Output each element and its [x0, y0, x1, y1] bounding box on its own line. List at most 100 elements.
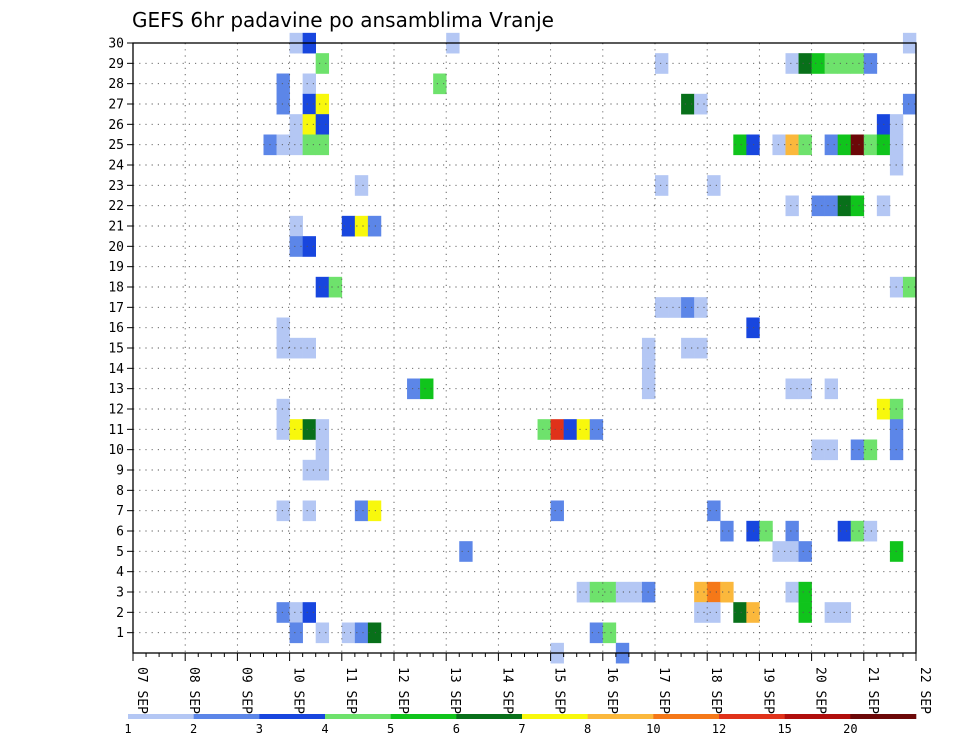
- heatmap-cell: [315, 459, 330, 481]
- heatmap-cell: [863, 520, 878, 542]
- colorbar-segment: [456, 714, 523, 719]
- y-tick-label: 10: [108, 443, 124, 458]
- colorbar-segment: [259, 714, 326, 719]
- heatmap-cell: [824, 439, 838, 461]
- heatmap-cell: [615, 581, 630, 603]
- colorbar-label: 12: [712, 722, 726, 736]
- x-tick-label: 13 SEP: [447, 667, 462, 714]
- heatmap-cell: [902, 93, 917, 115]
- heatmap-cell: [694, 297, 708, 318]
- heatmap-cell: [276, 398, 290, 420]
- y-tick-label: 2: [116, 606, 124, 621]
- x-axis: 07 SEP 08 SEP 09 SEP 10 SEP 11 SEP 12 SEP 13 S…: [132, 653, 932, 714]
- heatmap-cell: [681, 337, 695, 359]
- heatmap-cell: [772, 134, 786, 156]
- heatmap-cell: [785, 378, 799, 400]
- y-tick-label: 22: [108, 199, 124, 214]
- heatmap-cell: [837, 53, 852, 74]
- heatmap-cell: [668, 297, 682, 318]
- y-tick-label: 25: [108, 138, 124, 153]
- heatmap-cell: [315, 622, 330, 644]
- colorbar-label: 8: [584, 722, 591, 736]
- heatmap-cell: [798, 378, 812, 400]
- heatmap-cell: [302, 419, 316, 440]
- heatmap-cell: [537, 419, 551, 440]
- heatmap-cell: [315, 93, 330, 115]
- heatmap-cell: [681, 93, 695, 115]
- heatmap-cell: [315, 276, 330, 298]
- heatmap-cell: [576, 419, 591, 440]
- heatmap-cell: [550, 419, 564, 440]
- heatmap-cell: [315, 53, 330, 74]
- colorbar-segment: [325, 714, 391, 719]
- heatmap-cell: [824, 53, 838, 74]
- heatmap-cell: [733, 134, 747, 156]
- heatmap-cell: [289, 602, 303, 623]
- heatmap-cell: [589, 622, 604, 644]
- heatmap-cell: [694, 581, 708, 603]
- heatmap-cell: [302, 236, 316, 257]
- heatmap-cell: [576, 581, 591, 603]
- y-tick-label: 23: [108, 179, 124, 194]
- heatmap-cell: [276, 93, 290, 115]
- heatmap-cell: [824, 378, 838, 400]
- colorbar-label: 5: [387, 722, 394, 736]
- heatmap-cell: [315, 134, 330, 156]
- x-tick-label: 21 SEP: [865, 667, 880, 714]
- heatmap-cell: [798, 134, 812, 156]
- y-tick-label: 27: [108, 98, 124, 113]
- heatmap-cell: [459, 541, 473, 562]
- colorbar-segment: [653, 714, 720, 719]
- heatmap-cell: [824, 195, 838, 217]
- y-tick-label: 9: [116, 464, 124, 479]
- x-tick-label: 20 SEP: [813, 667, 828, 714]
- heatmap-cell: [824, 602, 838, 623]
- heatmap-cell: [655, 297, 669, 318]
- heatmap-cell: [367, 215, 382, 237]
- heatmap-cell: [811, 53, 825, 74]
- heatmap-cell: [289, 419, 303, 440]
- heatmap-cell: [289, 622, 303, 644]
- y-tick-label: 29: [108, 57, 124, 72]
- heatmap-cell: [602, 622, 617, 644]
- heatmap-cell: [785, 53, 799, 74]
- x-tick-label: 11 SEP: [343, 667, 358, 714]
- heatmap-cell: [289, 236, 303, 257]
- heatmap-cell: [302, 114, 316, 135]
- x-tick-label: 08 SEP: [186, 667, 201, 714]
- y-tick-label: 4: [116, 565, 124, 580]
- y-tick-label: 11: [108, 423, 124, 438]
- heatmap-cell: [276, 134, 290, 156]
- x-tick-label: 09 SEP: [238, 667, 253, 714]
- y-tick-label: 12: [108, 403, 124, 418]
- colorbar-segment: [850, 714, 917, 719]
- heatmap-cell: [302, 602, 316, 623]
- heatmap-cell: [407, 378, 421, 400]
- heatmap-cell: [707, 175, 721, 196]
- y-tick-label: 19: [108, 260, 124, 275]
- heatmap-cell: [315, 419, 330, 440]
- heatmap-cell: [276, 419, 290, 440]
- x-tick-label: 07 SEP: [134, 667, 149, 714]
- colorbar-segment: [390, 714, 457, 719]
- heatmap-cell: [850, 53, 865, 74]
- heatmap-cell: [341, 215, 356, 237]
- x-tick-label: 22 SEP: [917, 667, 932, 714]
- y-tick-label: 20: [108, 240, 124, 255]
- heatmap-cell: [772, 541, 786, 562]
- x-tick-label: 18 SEP: [708, 667, 723, 714]
- x-tick-label: 19 SEP: [760, 667, 775, 714]
- heatmap-cell: [354, 175, 369, 196]
- heatmap-cell: [276, 337, 290, 359]
- colorbar-segment: [784, 714, 851, 719]
- grid-lines: [133, 42, 916, 653]
- y-tick-label: 28: [108, 77, 124, 92]
- colorbar-label: 15: [777, 722, 791, 736]
- heatmap-cell: [811, 195, 825, 217]
- x-tick-label: 10 SEP: [291, 667, 306, 714]
- heatmap-cell: [733, 602, 747, 623]
- colorbar-label: 20: [843, 722, 857, 736]
- y-tick-label: 21: [108, 220, 124, 235]
- colorbar-label: 7: [518, 722, 525, 736]
- colorbar-segment: [522, 714, 588, 719]
